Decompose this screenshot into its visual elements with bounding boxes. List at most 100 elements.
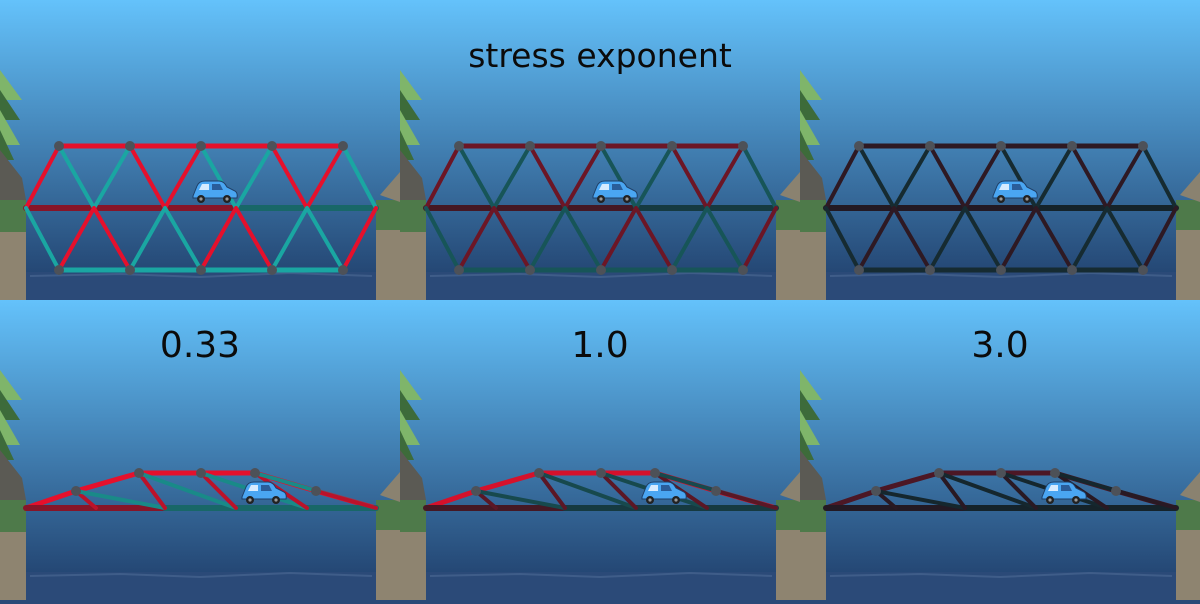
- bridge-joint: [596, 265, 606, 275]
- bridge-beam: [1105, 144, 1145, 210]
- bridge-joint: [534, 468, 544, 478]
- bridge-joint: [525, 265, 535, 275]
- bridge-joint: [454, 141, 464, 151]
- page-title: stress exponent: [468, 36, 732, 75]
- bridge-beam: [74, 489, 167, 510]
- bridge-beam: [937, 471, 1038, 510]
- left-cliff-rock: [800, 450, 826, 505]
- bridge-beam: [128, 206, 167, 272]
- exponent-label-2: 3.0: [971, 325, 1029, 366]
- bridge-joint: [1111, 486, 1121, 496]
- bridge-joint: [596, 468, 606, 478]
- bridge-joint: [471, 486, 481, 496]
- bridge-joint: [71, 486, 81, 496]
- bridge-beam: [873, 470, 942, 494]
- bridge-beam: [1141, 206, 1178, 272]
- bridge-joint: [925, 141, 935, 151]
- right-grass: [376, 200, 400, 230]
- right-cliff-rock: [1180, 472, 1200, 502]
- bridge-beam: [457, 206, 496, 272]
- bridge-beam: [563, 144, 603, 210]
- bridge-beam: [24, 206, 61, 272]
- bridge-beam: [1034, 144, 1074, 210]
- bridge-joint: [1138, 265, 1148, 275]
- bridge-beam: [73, 470, 142, 494]
- bridge-beam: [634, 144, 674, 210]
- bridge-joint: [196, 468, 206, 478]
- car-icon: [1041, 481, 1087, 504]
- bridge-joint: [54, 141, 64, 151]
- bridge-beam: [341, 206, 378, 272]
- bridge-joint: [134, 468, 144, 478]
- bridge-joint: [596, 141, 606, 151]
- right-grass: [1176, 500, 1200, 530]
- bridge-joint: [711, 486, 721, 496]
- right-cliff-rock: [1180, 172, 1200, 202]
- bridge-beam: [999, 206, 1038, 272]
- bridge-joint: [871, 486, 881, 496]
- car-icon: [241, 481, 287, 504]
- right-grass: [776, 200, 800, 230]
- bridge-beam: [892, 206, 932, 272]
- left-grass: [0, 500, 26, 532]
- bridge-beam: [824, 206, 861, 272]
- bridge-beam: [874, 489, 967, 510]
- bridge-beam: [163, 144, 203, 210]
- bridge-beam: [528, 144, 567, 210]
- bridge-beam: [92, 144, 132, 210]
- bridge-beam: [199, 206, 238, 272]
- bridge-beam: [537, 471, 567, 510]
- bridge-beam: [234, 144, 274, 210]
- left-grass: [800, 500, 826, 532]
- left-cliff-rock: [0, 450, 26, 505]
- left-grass: [0, 200, 26, 232]
- sky-background: [400, 300, 800, 600]
- pine-tree-icon: [800, 370, 822, 460]
- bridge-beam: [705, 144, 745, 210]
- right-grass: [376, 500, 400, 530]
- bridge-beam: [705, 206, 745, 272]
- left-cliff-rock: [0, 150, 26, 205]
- bridge-joint: [1067, 141, 1077, 151]
- bridge-beam: [424, 144, 461, 210]
- bridge-panel-0: [0, 0, 400, 300]
- car-icon: [641, 481, 687, 504]
- bridge-beam: [1070, 144, 1109, 210]
- bridge-joint: [125, 265, 135, 275]
- left-cliff-rock: [400, 150, 426, 205]
- bridge-joint: [854, 265, 864, 275]
- right-cliff-rock: [780, 172, 800, 202]
- bridge-beam: [528, 206, 567, 272]
- bridge-beam: [563, 206, 603, 272]
- bridge-joint: [1067, 265, 1077, 275]
- right-cliff-rock: [780, 472, 800, 502]
- bridge-joint: [667, 265, 677, 275]
- bridge-joint: [934, 468, 944, 478]
- bridge-joint: [250, 468, 260, 478]
- bridge-beam: [57, 206, 96, 272]
- bridge-beam: [537, 471, 638, 510]
- pine-tree-icon: [800, 70, 822, 160]
- bridge-beam: [634, 206, 674, 272]
- bridge-joint: [125, 141, 135, 151]
- bridge-beam: [741, 144, 778, 210]
- bridge-joint: [650, 468, 660, 478]
- bridge-beam: [305, 144, 345, 210]
- bridge-joint: [54, 265, 64, 275]
- pine-tree-icon: [0, 70, 22, 160]
- bridge-joint: [454, 265, 464, 275]
- bridge-panel-3: [0, 300, 400, 600]
- bridge-beam: [24, 144, 61, 210]
- right-grass: [1176, 200, 1200, 230]
- bridge-joint: [667, 141, 677, 151]
- right-grass: [776, 500, 800, 530]
- bridge-beam: [305, 206, 345, 272]
- bridge-joint: [196, 141, 206, 151]
- sky-background: [0, 300, 400, 600]
- bridge-beam: [474, 489, 567, 510]
- bridge-beam: [928, 206, 967, 272]
- exponent-label-1: 1.0: [571, 325, 629, 366]
- bridge-beam: [599, 471, 638, 510]
- bridge-panel-1: [400, 0, 800, 300]
